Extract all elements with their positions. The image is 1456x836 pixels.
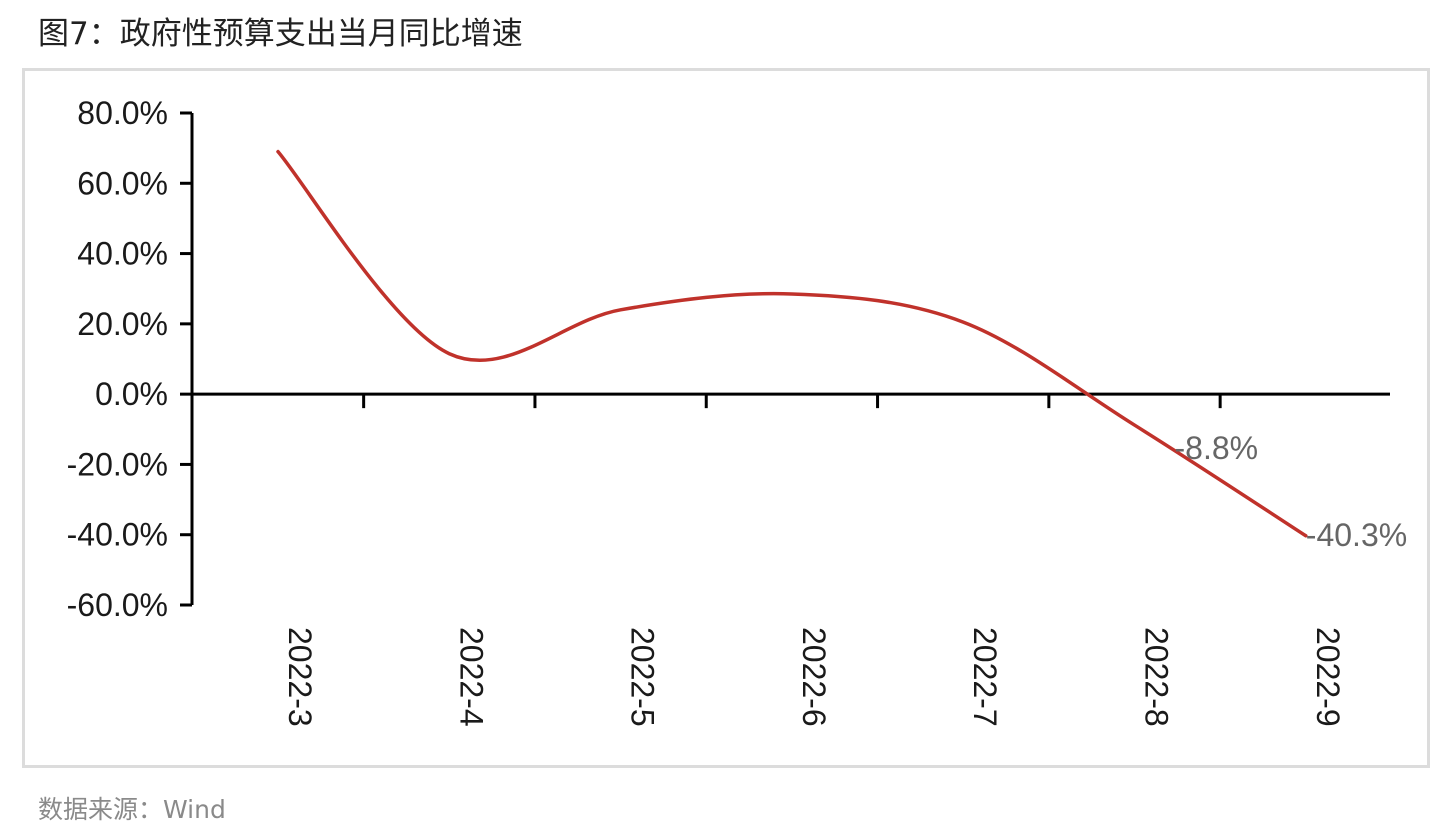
y-tick-label: 20.0% (77, 306, 168, 342)
x-axis: 2022-3 2022-4 2022-5 2022-6 2022-7 2022-8 2022… (192, 392, 1390, 727)
x-tick-label: 2022-5 (625, 627, 661, 727)
y-tick-label: -20.0% (67, 446, 168, 482)
data-labels: -8.8% -40.3% (1175, 430, 1408, 553)
y-tick-label: -60.0% (67, 587, 168, 623)
x-tick-label: 2022-9 (1310, 627, 1346, 727)
y-tick-label: -40.0% (67, 517, 168, 553)
x-tick-label: 2022-4 (453, 627, 489, 727)
source-note: 数据来源：Wind (38, 795, 226, 824)
y-axis: 80.0% 60.0% 40.0% 20.0% 0.0% -20.0% -40.0% -60.… (67, 95, 194, 623)
series-group (276, 149, 1308, 538)
chart-frame (22, 68, 1430, 768)
figure-title: 图7：政府性预算支出当月同比增速 (38, 16, 523, 52)
x-tick-label: 2022-7 (967, 627, 1003, 727)
x-tick-label: 2022-8 (1139, 627, 1175, 727)
y-tick-label: 40.0% (77, 236, 168, 272)
y-tick-label: 0.0% (95, 376, 168, 412)
data-label: -40.3% (1306, 517, 1407, 553)
x-tick-label: 2022-6 (796, 627, 832, 727)
y-tick-label: 60.0% (77, 165, 168, 201)
x-tick-label: 2022-3 (282, 627, 318, 727)
data-label: -8.8% (1175, 430, 1259, 466)
series-line (276, 149, 1308, 538)
y-tick-label: 80.0% (77, 95, 168, 131)
